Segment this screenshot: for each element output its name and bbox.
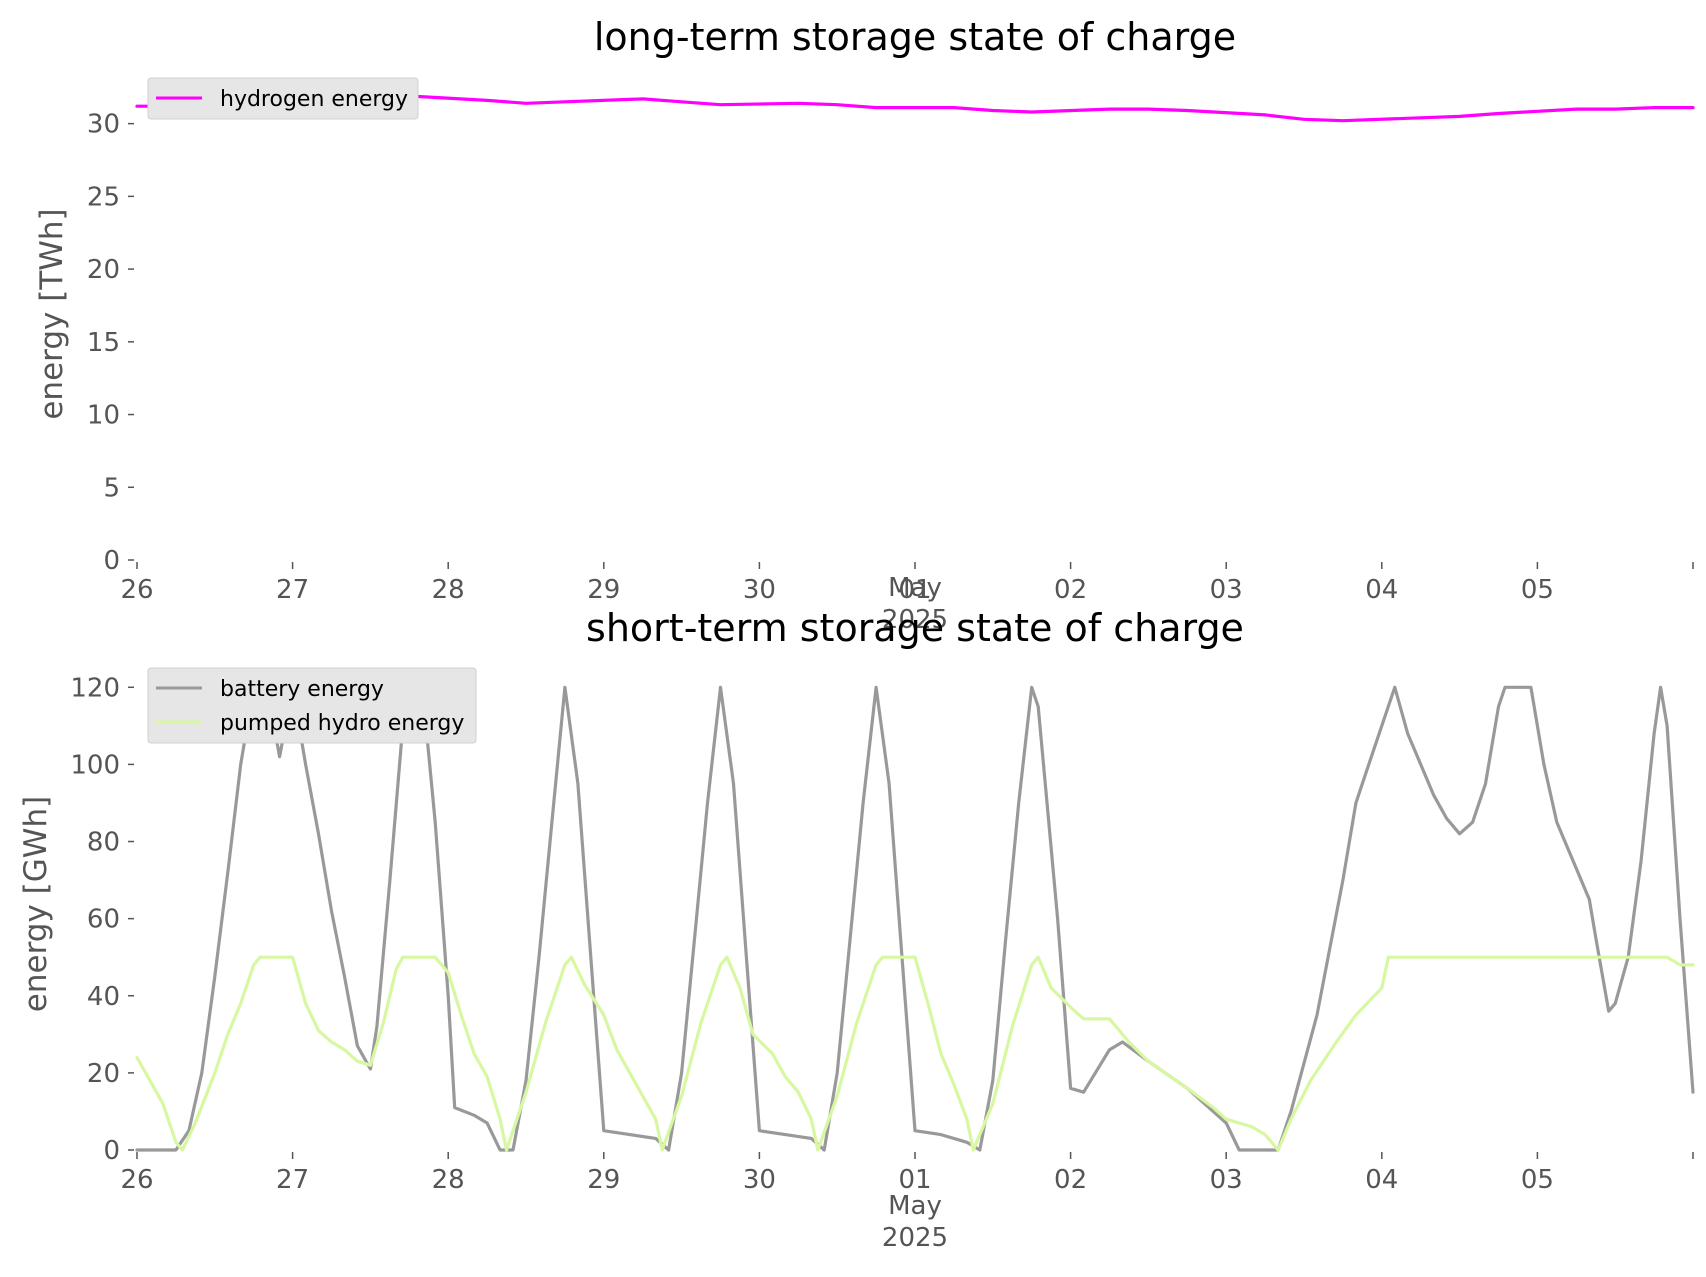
x-tick-label: 01 <box>898 1165 931 1195</box>
x-tick-label: 04 <box>1365 575 1398 605</box>
y-tick-label: 40 <box>87 982 120 1012</box>
y-tick-label: 10 <box>87 401 120 431</box>
y-tick-label: 0 <box>103 1136 120 1166</box>
series-lines-long-term <box>135 94 1695 123</box>
y-tick-label: 60 <box>87 905 120 935</box>
legend-label-pumped-hydro: pumped hydro energy <box>220 711 464 736</box>
x-tick-label: 28 <box>432 575 465 605</box>
legend-box-long-term <box>147 77 419 120</box>
legend-box-short-term <box>147 667 477 744</box>
x-tick-label: 03 <box>1210 575 1243 605</box>
short-term-panel: short-term storage state of charge energ… <box>18 606 1695 1253</box>
long-term-panel: long-term storage state of charge energy… <box>34 15 1695 635</box>
x-tick-label: 30 <box>743 1165 776 1195</box>
x-tick-label: 05 <box>1521 1165 1554 1195</box>
y-tick-label: 80 <box>87 828 120 858</box>
x-month-label: May <box>888 573 942 603</box>
x-tick-label: 26 <box>120 1165 153 1195</box>
x-tick-label: 26 <box>120 575 153 605</box>
x-tick-label: 28 <box>432 1165 465 1195</box>
y-tick-label: 20 <box>87 255 120 285</box>
x-month-label: May <box>888 1191 942 1221</box>
x-year-label: 2025 <box>882 1223 948 1253</box>
y-axis-long-term: 0 5 10 15 20 25 30 <box>87 110 134 576</box>
x-tick-label: 05 <box>1521 575 1554 605</box>
legend-long-term: hydrogen energy <box>147 77 419 120</box>
x-tick-label: 30 <box>743 575 776 605</box>
y-tick-label: 20 <box>87 1059 120 1089</box>
chart-title-short-term: short-term storage state of charge <box>586 606 1244 650</box>
y-tick-label: 120 <box>70 673 120 703</box>
x-tick-label: 27 <box>276 1165 309 1195</box>
series-line-hydrogen-energy <box>135 94 1695 123</box>
series-line-pumped-hydro-energy <box>135 955 1695 1152</box>
legend-label-hydrogen: hydrogen energy <box>220 87 408 112</box>
series-lines-short-term <box>135 685 1695 1152</box>
x-tick-label: 04 <box>1365 1165 1398 1195</box>
x-tick-label: 02 <box>1054 575 1087 605</box>
chart-title-long-term: long-term storage state of charge <box>594 15 1236 59</box>
y-tick-label: 30 <box>87 110 120 140</box>
x-tick-label: 29 <box>587 1165 620 1195</box>
legend-label-battery: battery energy <box>220 677 384 702</box>
x-tick-label: 27 <box>276 575 309 605</box>
y-tick-label: 0 <box>103 546 120 576</box>
y-tick-label: 100 <box>70 750 120 780</box>
y-axis-label-long-term: energy [TWh] <box>34 208 70 419</box>
x-tick-label: 29 <box>587 575 620 605</box>
y-tick-label: 25 <box>87 182 120 212</box>
y-axis-short-term: 0 20 40 60 80 100 120 <box>70 673 134 1166</box>
y-axis-label-short-term: energy [GWh] <box>18 796 54 1012</box>
y-tick-label: 5 <box>103 473 120 503</box>
x-tick-label: 02 <box>1054 1165 1087 1195</box>
series-line-battery-energy <box>135 685 1695 1152</box>
y-tick-label: 15 <box>87 328 120 358</box>
x-year-label: 2025 <box>882 605 948 635</box>
legend-short-term: battery energy pumped hydro energy <box>147 667 477 744</box>
x-tick-label: 01 <box>898 575 931 605</box>
x-tick-label: 03 <box>1210 1165 1243 1195</box>
